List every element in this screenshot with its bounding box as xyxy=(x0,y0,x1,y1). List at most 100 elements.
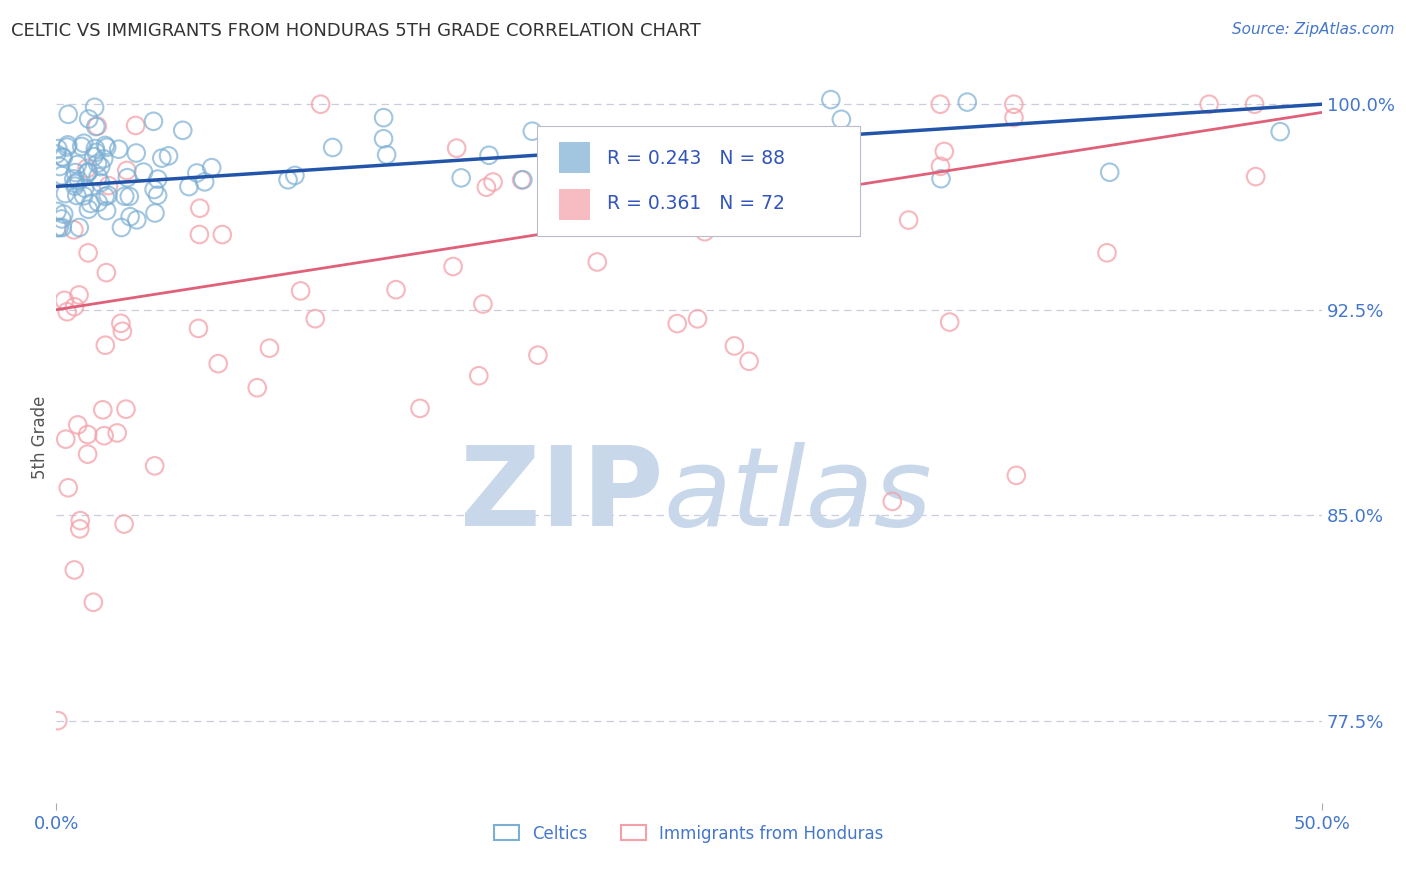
Point xyxy=(91,402,114,417)
Point xyxy=(63,300,86,314)
Point xyxy=(125,146,148,161)
Point xyxy=(290,284,312,298)
Point xyxy=(157,149,180,163)
Point xyxy=(897,213,920,227)
Point xyxy=(67,288,90,302)
Point xyxy=(93,428,115,442)
Point xyxy=(84,120,107,134)
Point xyxy=(83,100,105,114)
Point xyxy=(73,181,96,195)
Point xyxy=(77,202,100,217)
Point xyxy=(194,175,217,189)
Point xyxy=(475,180,498,194)
Point xyxy=(63,179,86,194)
Point xyxy=(66,417,89,432)
Point xyxy=(172,123,194,137)
Point xyxy=(105,425,128,440)
Point xyxy=(55,432,77,446)
Point xyxy=(46,204,69,219)
Point xyxy=(67,220,90,235)
Point xyxy=(738,354,761,368)
Point xyxy=(468,368,491,383)
Point xyxy=(58,481,80,495)
Point xyxy=(77,245,100,260)
Point xyxy=(84,145,107,160)
Point xyxy=(188,201,211,215)
Text: atlas: atlas xyxy=(664,442,932,549)
Point xyxy=(46,714,69,728)
Point xyxy=(820,93,842,107)
Point xyxy=(65,177,87,191)
Point xyxy=(110,220,132,235)
Point xyxy=(97,178,120,193)
Point xyxy=(93,152,115,166)
Point xyxy=(79,196,101,211)
Point xyxy=(52,207,75,221)
Point xyxy=(56,137,79,152)
Point xyxy=(373,111,395,125)
Point xyxy=(90,160,112,174)
Point xyxy=(67,174,90,188)
Point xyxy=(125,212,148,227)
Point xyxy=(482,175,505,189)
Point xyxy=(107,142,129,156)
Point xyxy=(586,255,609,269)
Point xyxy=(56,140,79,154)
Point xyxy=(177,179,200,194)
Point xyxy=(527,348,550,362)
Point xyxy=(882,494,904,508)
Point xyxy=(66,158,89,172)
Point xyxy=(284,169,307,183)
Point xyxy=(94,338,117,352)
Point xyxy=(510,173,533,187)
Point xyxy=(807,198,830,212)
Point xyxy=(51,220,73,235)
Point xyxy=(66,188,89,202)
Point xyxy=(51,211,73,226)
Point xyxy=(76,427,98,442)
Text: CELTIC VS IMMIGRANTS FROM HONDURAS 5TH GRADE CORRELATION CHART: CELTIC VS IMMIGRANTS FROM HONDURAS 5TH G… xyxy=(11,22,702,40)
Point xyxy=(1005,468,1028,483)
Point xyxy=(211,227,233,242)
Point xyxy=(385,283,408,297)
Point xyxy=(82,595,104,609)
Point xyxy=(1098,165,1121,179)
Point xyxy=(63,172,86,186)
Point xyxy=(666,317,689,331)
Point xyxy=(1243,97,1265,112)
Point xyxy=(46,220,69,235)
Point xyxy=(187,321,209,335)
Y-axis label: 5th Grade: 5th Grade xyxy=(31,395,49,479)
Point xyxy=(110,316,132,330)
Point xyxy=(188,227,211,242)
Point xyxy=(120,210,142,224)
Point xyxy=(73,189,96,203)
Point xyxy=(929,97,952,112)
Point xyxy=(56,304,79,318)
Point xyxy=(115,163,138,178)
Point xyxy=(76,161,98,176)
Point xyxy=(118,189,141,203)
Point xyxy=(146,172,169,186)
Point xyxy=(409,401,432,416)
Point xyxy=(96,203,118,218)
Point xyxy=(934,145,956,159)
Point xyxy=(929,159,952,173)
Text: R = 0.361   N = 72: R = 0.361 N = 72 xyxy=(607,194,785,213)
Point xyxy=(132,165,155,179)
Point xyxy=(115,402,138,417)
Point xyxy=(69,514,91,528)
Text: R = 0.243   N = 88: R = 0.243 N = 88 xyxy=(607,149,785,168)
Point xyxy=(87,195,110,210)
Bar xyxy=(558,189,591,220)
Point xyxy=(150,151,173,165)
Point xyxy=(96,266,118,280)
Point xyxy=(143,458,166,473)
Point xyxy=(742,142,765,156)
Point xyxy=(522,124,544,138)
Point xyxy=(52,151,75,165)
Point xyxy=(73,136,96,151)
Point xyxy=(450,170,472,185)
Point xyxy=(373,132,395,146)
Point xyxy=(83,150,105,164)
